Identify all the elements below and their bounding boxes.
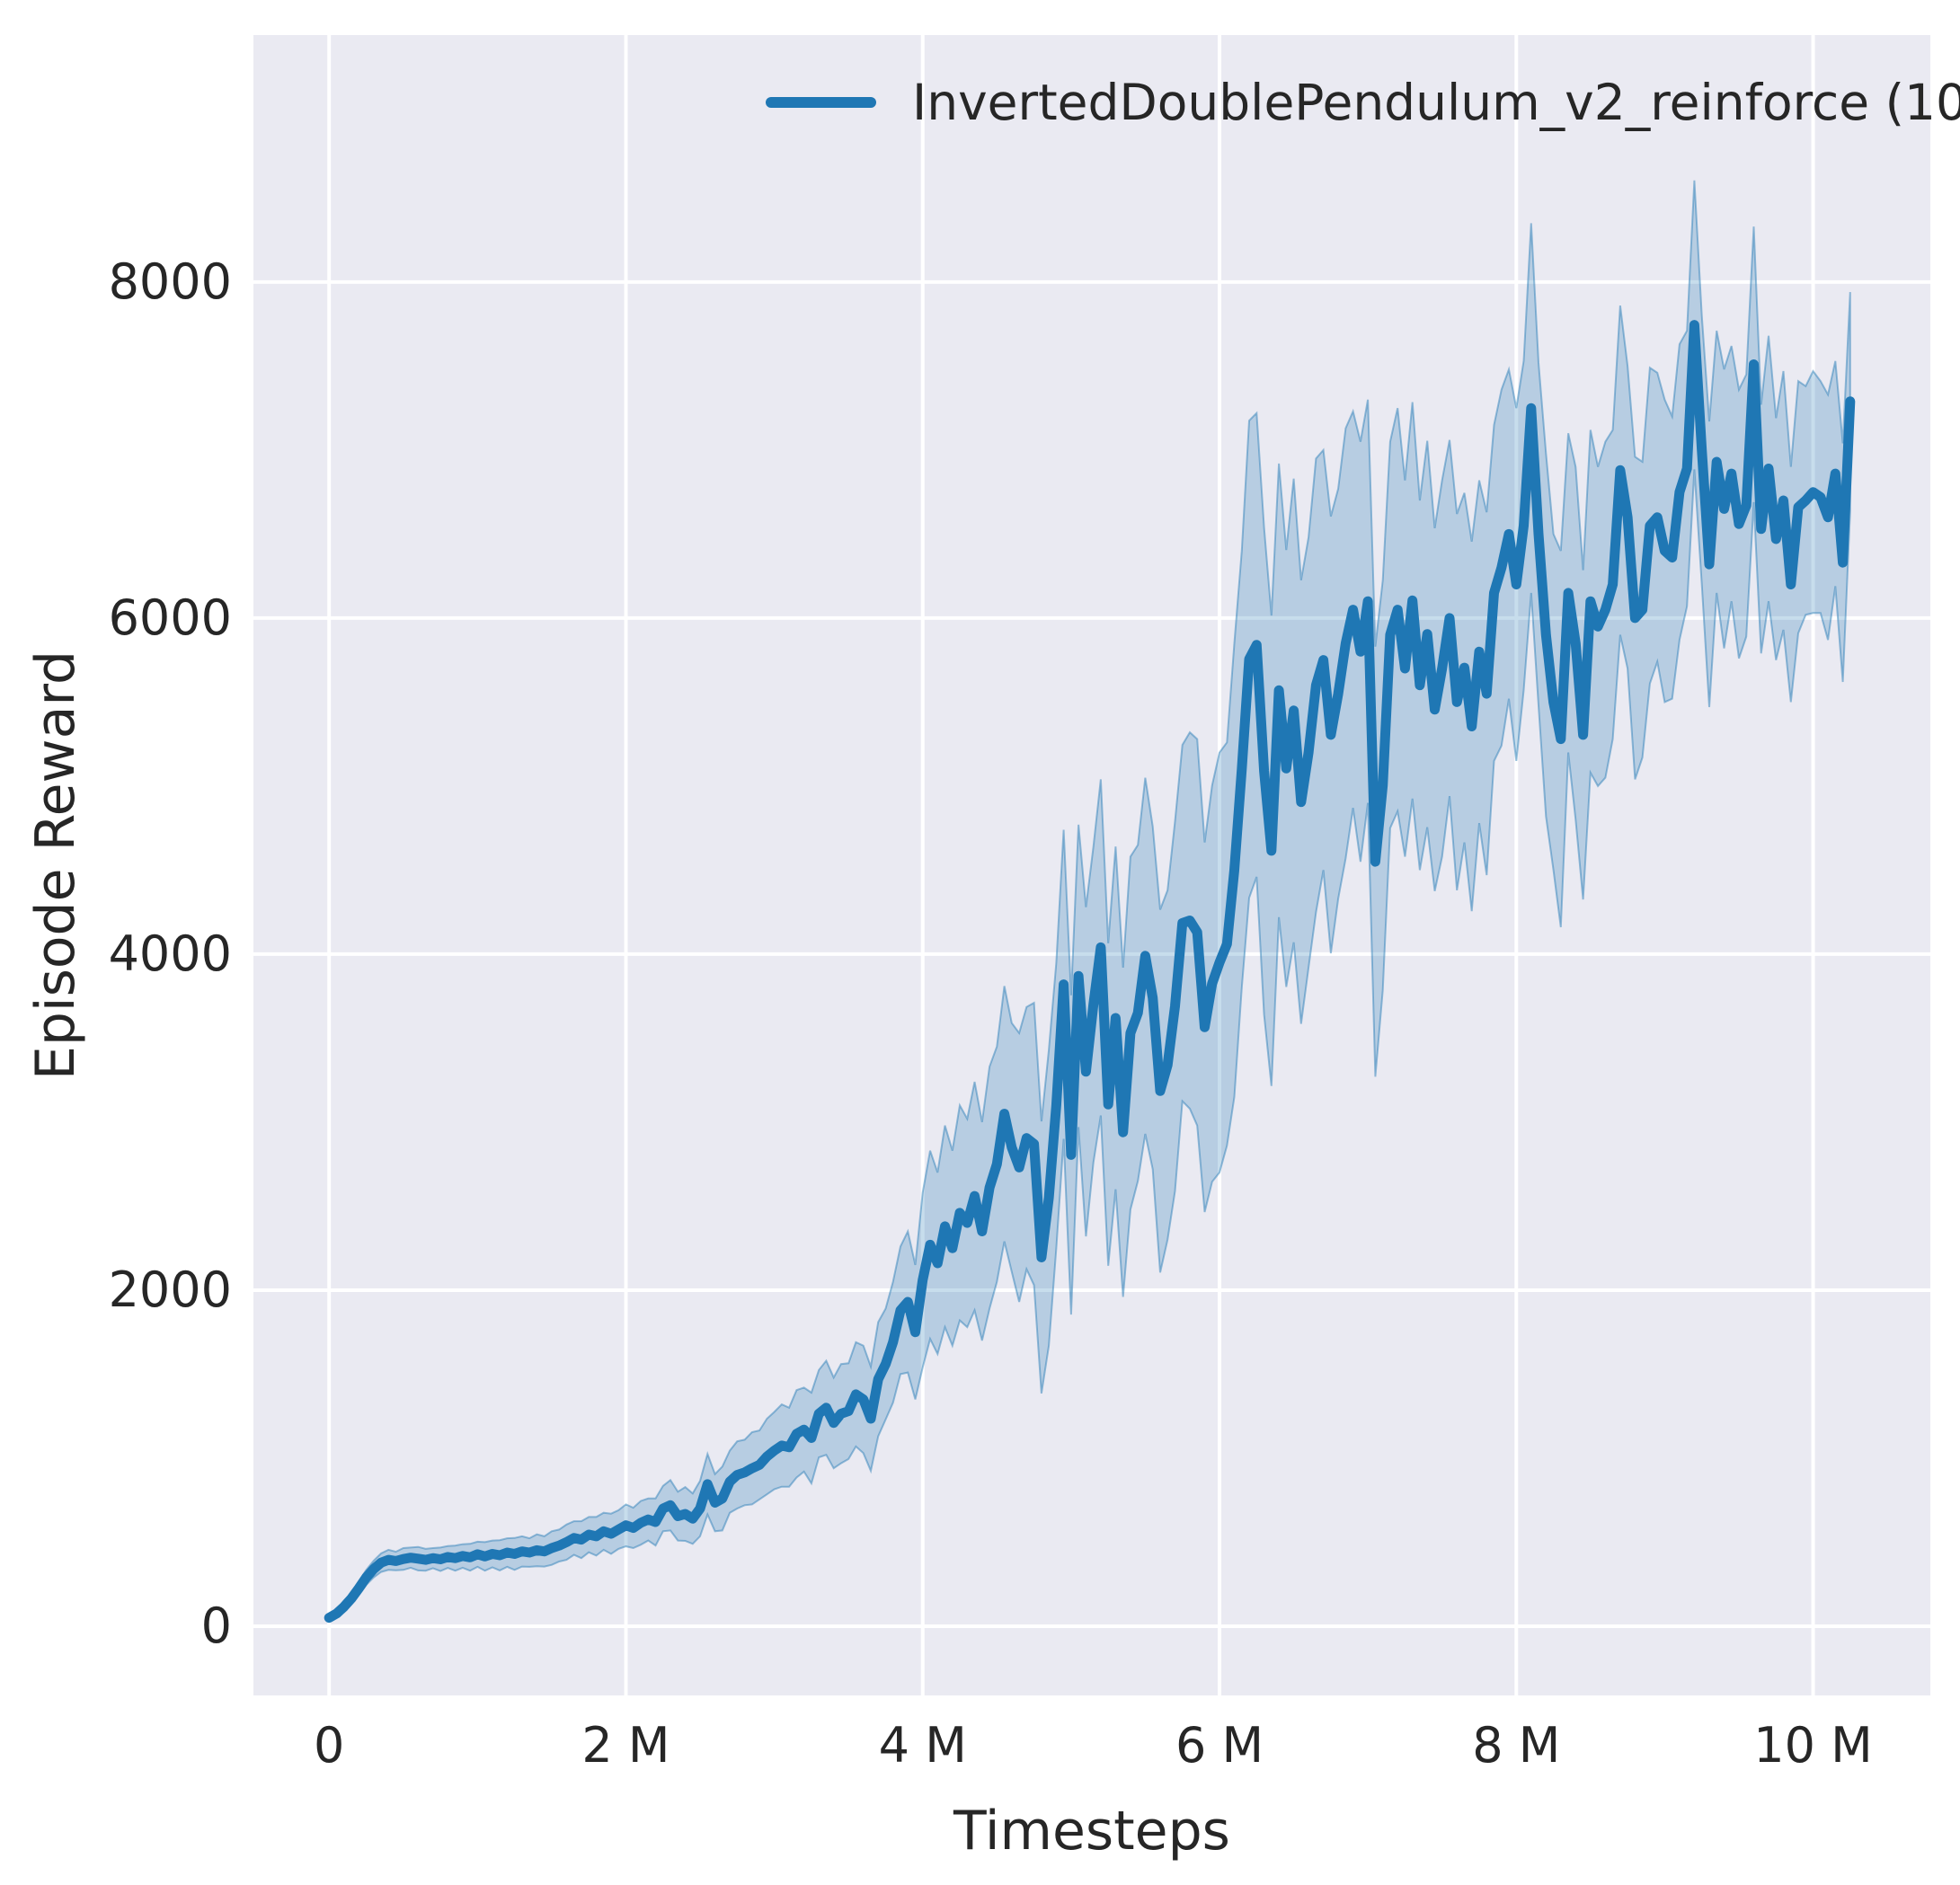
x-axis-label: Timesteps: [953, 1800, 1230, 1863]
x-tick-label: 2 M: [581, 1717, 670, 1774]
plot-svg: [253, 35, 1930, 1695]
y-axis-label: Episode Reward: [24, 650, 87, 1081]
x-tick-label: 6 M: [1175, 1717, 1264, 1774]
x-tick-label: 10 M: [1753, 1717, 1873, 1774]
x-tick-label: 4 M: [878, 1717, 967, 1774]
y-tick-label: 4000: [108, 925, 232, 982]
y-tick-label: 2000: [108, 1261, 232, 1318]
y-tick-label: 6000: [108, 589, 232, 646]
y-tick-label: 0: [200, 1597, 232, 1654]
std-band: [328, 180, 1851, 1623]
plot-area: InvertedDoublePendulum_v2_reinforce (10): [253, 35, 1960, 1695]
y-tick-label: 8000: [108, 252, 232, 310]
x-tick-label: 8 M: [1472, 1717, 1561, 1774]
mean-line: [324, 320, 1856, 1624]
x-tick-label: 0: [314, 1717, 345, 1774]
